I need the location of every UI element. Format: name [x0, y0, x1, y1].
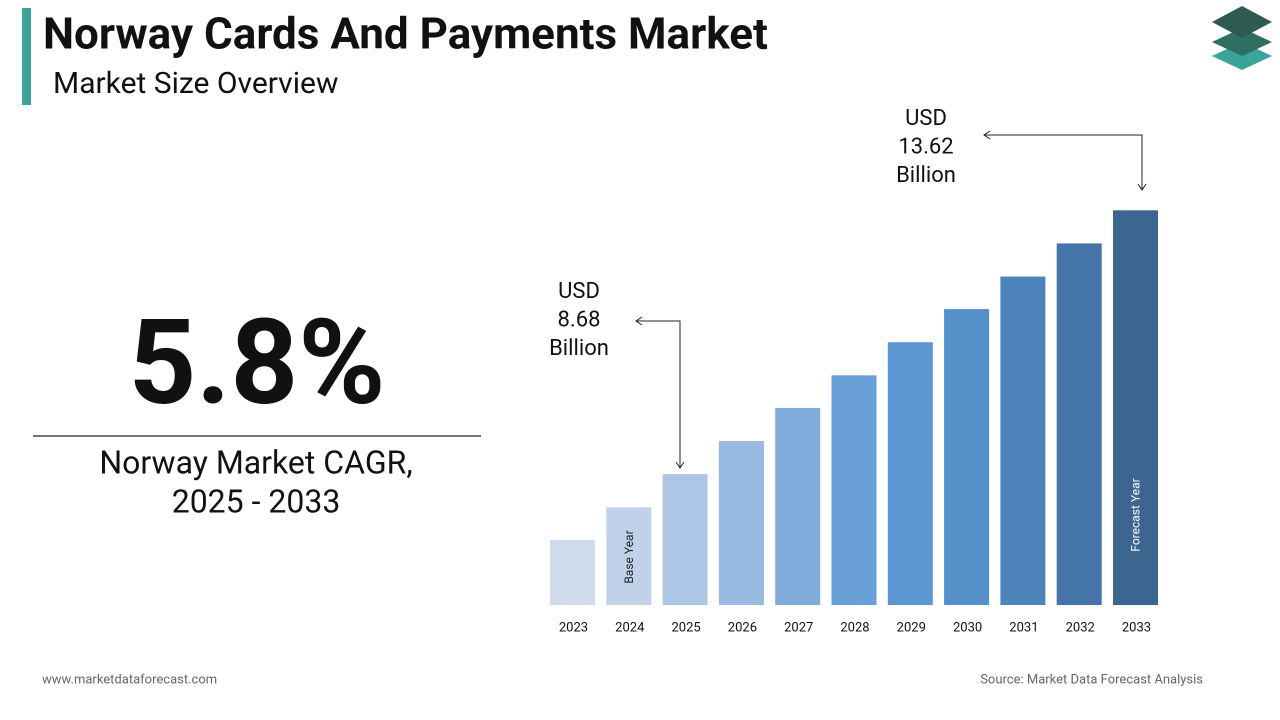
subtitle: Market Size Overview: [53, 66, 338, 101]
bar: [1000, 276, 1046, 605]
x-tick-label: 2023: [559, 620, 588, 635]
bar: [1113, 210, 1158, 605]
logo: [1212, 6, 1272, 70]
x-tick-label: 2024: [615, 620, 645, 635]
value-label: USD 8.68 Billion: [549, 279, 609, 361]
x-tick-label: 2025: [671, 620, 700, 635]
title-accent: [22, 8, 31, 105]
bar-note: Base Year: [622, 530, 636, 583]
x-tick-label: 2030: [953, 620, 982, 635]
x-tick-label: 2027: [784, 620, 813, 635]
value-label: USD 13.62 Billion: [896, 106, 956, 188]
x-tick-label: 2032: [1066, 620, 1095, 635]
x-tick-label: 2028: [840, 620, 869, 635]
x-tick-label: 2031: [1009, 620, 1038, 635]
cagr-label: Norway Market CAGR,: [99, 443, 412, 481]
cagr-value: 5.8%: [129, 294, 386, 432]
bar: [606, 507, 652, 605]
x-tick-label: 2029: [897, 620, 926, 635]
footer-source: Source: Market Data Forecast Analysis: [980, 672, 1203, 687]
x-tick-label: 2026: [728, 620, 757, 635]
x-tick-label: 2033: [1122, 620, 1151, 635]
bar: [831, 375, 877, 605]
bar: [775, 407, 821, 605]
bar: [1056, 243, 1102, 605]
bar: [887, 342, 933, 605]
title: Norway Cards And Payments Market: [43, 8, 768, 60]
bar: [662, 474, 708, 605]
bar-note: Forecast Year: [1129, 478, 1143, 551]
cagr-label: 2025 - 2033: [172, 482, 341, 520]
footer-url: www.marketdataforecast.com: [42, 672, 217, 687]
bar: [718, 441, 764, 605]
bar: [944, 309, 990, 605]
bar: [550, 539, 595, 605]
annotation-arrows: [635, 130, 1147, 469]
